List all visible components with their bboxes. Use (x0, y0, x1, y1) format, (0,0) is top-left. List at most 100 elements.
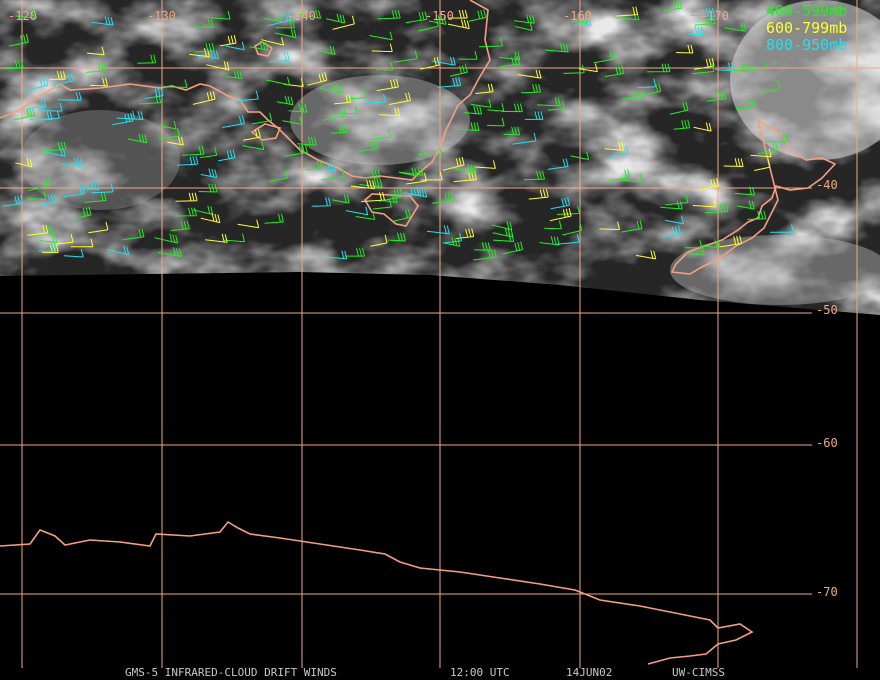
wind-barb (563, 64, 585, 74)
wind-barb (154, 233, 179, 244)
wind-barb (647, 63, 671, 73)
wind-barb (27, 224, 49, 236)
wind-barb (206, 61, 230, 71)
wind-barb (442, 156, 465, 171)
wind-barb (512, 132, 537, 145)
wind-barb (167, 136, 184, 146)
wind-barb (685, 246, 705, 256)
wind-barb (198, 183, 218, 193)
wind-barb (237, 219, 260, 229)
wind-barb (556, 205, 580, 215)
wind-barb (763, 81, 781, 93)
wind-barb (192, 90, 216, 105)
wind-barb (642, 83, 662, 96)
wind-barb (726, 63, 750, 73)
wind-barb (297, 136, 317, 146)
wind-barb (662, 225, 681, 238)
wind-barbs (2, 0, 794, 261)
longitude-label: -170 (700, 9, 729, 23)
wind-barb (322, 108, 347, 121)
wind-barb (431, 56, 456, 66)
wind-barb (754, 158, 771, 171)
wind-barb (604, 141, 624, 151)
wind-barb (225, 41, 245, 51)
wind-barb (692, 198, 717, 208)
wind-barb (298, 9, 322, 19)
wind-barb (321, 168, 345, 181)
wind-barb (82, 180, 100, 191)
wind-barb (28, 191, 47, 200)
wind-barb (344, 247, 365, 257)
wind-barb (288, 103, 308, 113)
wind-barb (734, 186, 755, 196)
wind-barb (194, 42, 215, 53)
legend-entry: 400-599mb (766, 2, 847, 20)
wind-barb (470, 99, 492, 108)
legend-entry: 800-950mb (766, 36, 847, 54)
wind-barb (515, 22, 533, 31)
wind-barb (192, 205, 214, 215)
wind-barb (27, 98, 47, 110)
wind-barb (333, 94, 352, 105)
wind-barb (182, 145, 205, 156)
wind-barb (264, 213, 284, 224)
wind-barb (616, 6, 639, 17)
longitude-label: -130 (147, 9, 176, 23)
wind-barb (225, 69, 243, 79)
wind-barb (549, 207, 572, 222)
wind-barb (757, 142, 779, 155)
wind-barb (319, 45, 336, 55)
wind-barb (478, 37, 503, 48)
wind-barb (765, 133, 789, 143)
wind-barb (15, 9, 37, 19)
footer-text: GMS-5 INFRARED-CLOUD DRIFT WINDS (125, 666, 337, 679)
wind-barb (499, 51, 521, 61)
footer-text: UW-CIMSS (672, 666, 725, 679)
wind-barb (144, 87, 164, 100)
wind-barb (84, 192, 107, 203)
wind-barb (319, 83, 343, 94)
wind-barb (747, 210, 767, 220)
wind-barb (393, 50, 418, 63)
wind-barb (91, 183, 114, 194)
wind-barb (63, 248, 84, 258)
wind-barb (428, 15, 447, 25)
wind-barb (547, 100, 565, 111)
wind-barb (177, 155, 199, 166)
wind-barb (49, 71, 66, 80)
wind-barb (705, 203, 729, 214)
wind-barb (405, 11, 428, 24)
wind-barb (556, 233, 580, 245)
wind-barb (492, 227, 514, 238)
wind-barb (274, 28, 297, 39)
wind-barb (474, 242, 491, 251)
wind-barb (282, 116, 303, 125)
wind-barb (621, 220, 643, 233)
wind-barb (249, 40, 269, 51)
wind-barb (379, 107, 401, 117)
wind-barb (660, 200, 683, 210)
wind-barb (536, 97, 561, 107)
wind-barb (219, 34, 237, 47)
wind-barb (197, 49, 219, 59)
wind-barb (452, 164, 477, 175)
wind-barb (718, 235, 743, 248)
wind-barb (426, 225, 450, 235)
wind-barb (326, 13, 346, 24)
wind-barb (379, 188, 403, 202)
wind-barb (473, 248, 497, 261)
wind-barb (324, 250, 348, 260)
wind-barb (636, 250, 657, 260)
wind-barb (86, 62, 107, 73)
wind-barb (37, 194, 57, 207)
wind-barb (447, 19, 470, 30)
wind-barb (284, 144, 308, 157)
wind-barb (528, 188, 549, 200)
wind-barb (158, 120, 177, 130)
wind-barb (311, 197, 331, 207)
wind-barb (56, 234, 74, 245)
wind-barb (276, 95, 294, 106)
labels: -120 -130 -140 -150 -160 -170 -40 -50 -60 -70 400-… (8, 2, 847, 679)
wind-barb (463, 105, 483, 115)
